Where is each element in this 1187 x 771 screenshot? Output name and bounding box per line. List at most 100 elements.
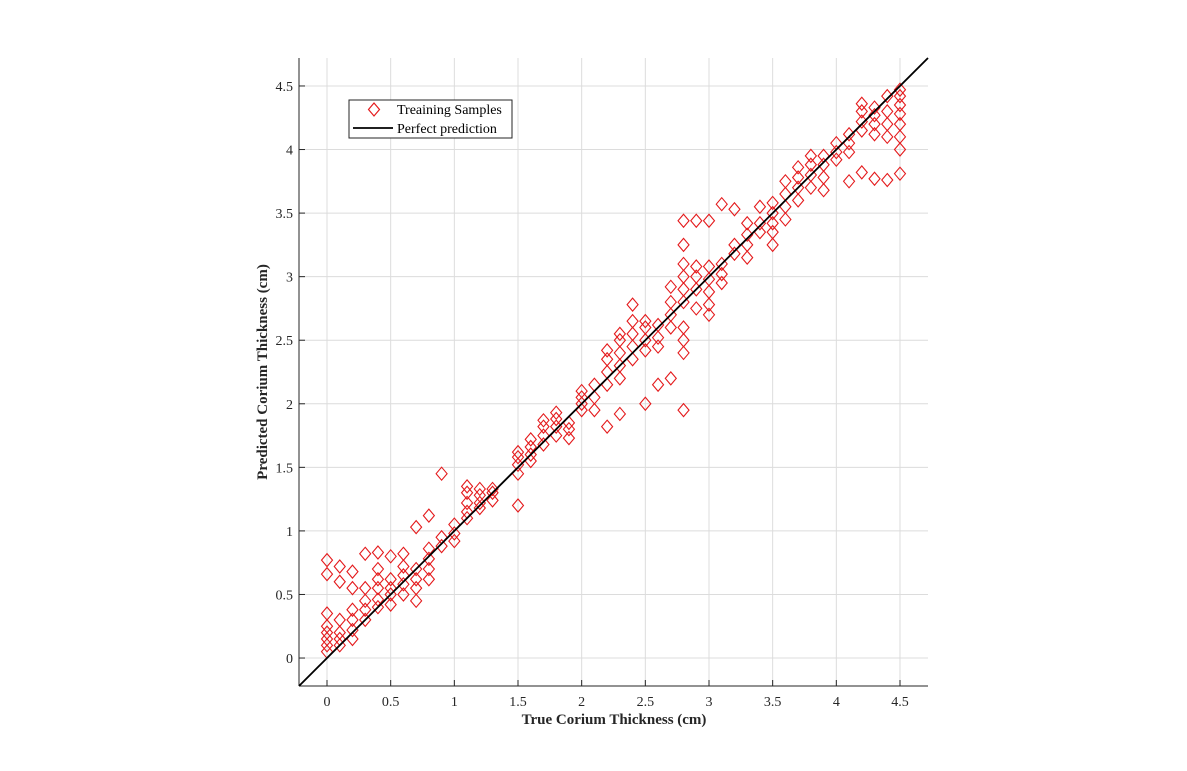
data-point bbox=[664, 371, 678, 386]
data-point bbox=[600, 419, 614, 435]
data-point bbox=[549, 411, 563, 427]
perfect-prediction-line bbox=[298, 57, 929, 687]
data-point bbox=[409, 593, 423, 609]
data-point bbox=[422, 571, 436, 587]
data-point bbox=[639, 313, 652, 329]
data-point bbox=[320, 552, 334, 568]
data-point bbox=[728, 201, 741, 217]
data-point bbox=[715, 256, 728, 272]
y-tick-label: 1.5 bbox=[276, 461, 294, 476]
data-point bbox=[677, 402, 690, 418]
data-point bbox=[320, 625, 334, 640]
legend-label-samples: Treaining Samples bbox=[397, 103, 502, 118]
data-point bbox=[753, 199, 767, 215]
x-tick-label: 0.5 bbox=[382, 695, 400, 710]
data-point bbox=[358, 580, 372, 596]
x-tick-label: 1.5 bbox=[509, 695, 527, 710]
y-tick-label: 1 bbox=[286, 525, 293, 540]
data-point bbox=[690, 269, 703, 285]
data-point bbox=[473, 487, 487, 503]
data-point bbox=[715, 266, 728, 282]
data-point bbox=[511, 444, 525, 460]
data-point bbox=[702, 284, 716, 300]
data-point bbox=[690, 282, 703, 297]
data-point bbox=[677, 345, 690, 361]
data-point bbox=[728, 246, 741, 262]
data-point bbox=[460, 485, 474, 501]
x-tick-label: 2.5 bbox=[637, 695, 655, 710]
data-point bbox=[473, 481, 487, 497]
data-point bbox=[613, 332, 627, 348]
data-point bbox=[677, 269, 690, 285]
data-point bbox=[409, 561, 423, 577]
data-point bbox=[397, 559, 410, 574]
data-point bbox=[448, 526, 461, 541]
y-tick-label: 2.5 bbox=[276, 334, 294, 349]
data-point bbox=[881, 129, 894, 145]
data-point bbox=[460, 510, 474, 526]
data-point bbox=[868, 126, 881, 142]
y-tick-label: 4 bbox=[286, 144, 293, 159]
data-point bbox=[677, 282, 690, 297]
data-point bbox=[600, 343, 614, 358]
data-point bbox=[384, 548, 397, 564]
data-point bbox=[690, 259, 703, 274]
data-point bbox=[740, 215, 754, 231]
data-point bbox=[346, 580, 359, 596]
data-point bbox=[779, 173, 792, 189]
data-point bbox=[804, 157, 818, 173]
data-point bbox=[537, 437, 550, 452]
data-point bbox=[791, 159, 805, 175]
data-point bbox=[409, 580, 423, 596]
data-point bbox=[702, 259, 716, 274]
data-point bbox=[855, 96, 869, 112]
data-point bbox=[651, 339, 665, 354]
data-point bbox=[397, 546, 410, 562]
data-point bbox=[358, 546, 372, 562]
data-point bbox=[677, 256, 690, 272]
data-point bbox=[702, 307, 716, 323]
data-point bbox=[791, 193, 805, 208]
data-point bbox=[524, 432, 537, 447]
data-point bbox=[346, 612, 359, 628]
data-point bbox=[639, 343, 652, 358]
data-point bbox=[600, 351, 614, 367]
data-point bbox=[766, 215, 779, 231]
data-point bbox=[575, 383, 588, 399]
data-point bbox=[626, 313, 639, 329]
data-point bbox=[320, 566, 334, 582]
x-tick-label: 0 bbox=[324, 695, 331, 710]
data-point bbox=[893, 142, 907, 157]
x-tick-label: 3.5 bbox=[764, 695, 782, 710]
data-point bbox=[893, 129, 907, 145]
x-tick-label: 1 bbox=[451, 695, 458, 710]
data-point bbox=[460, 479, 474, 494]
data-point bbox=[804, 180, 818, 196]
data-point bbox=[371, 545, 385, 560]
data-point bbox=[842, 144, 856, 160]
data-point bbox=[588, 402, 601, 418]
data-point bbox=[868, 116, 881, 132]
data-point bbox=[677, 237, 690, 253]
data-point bbox=[893, 166, 907, 182]
data-point bbox=[855, 104, 869, 119]
data-point bbox=[817, 170, 830, 185]
data-point bbox=[690, 301, 703, 316]
data-point bbox=[422, 508, 436, 524]
y-tick-label: 3 bbox=[286, 271, 293, 286]
data-point bbox=[664, 320, 678, 335]
data-point bbox=[448, 533, 461, 549]
y-tick-label: 0 bbox=[286, 652, 293, 667]
data-point bbox=[346, 564, 359, 579]
y-tick-label: 0.5 bbox=[276, 588, 294, 603]
data-point bbox=[562, 421, 576, 437]
grid bbox=[299, 58, 928, 686]
data-point bbox=[677, 320, 690, 335]
data-point bbox=[333, 625, 346, 640]
data-point bbox=[486, 481, 499, 497]
y-axis-label: Predicted Corium Thickness (cm) bbox=[255, 264, 271, 480]
data-point bbox=[422, 561, 436, 577]
data-point bbox=[613, 358, 627, 373]
data-point bbox=[524, 447, 537, 462]
